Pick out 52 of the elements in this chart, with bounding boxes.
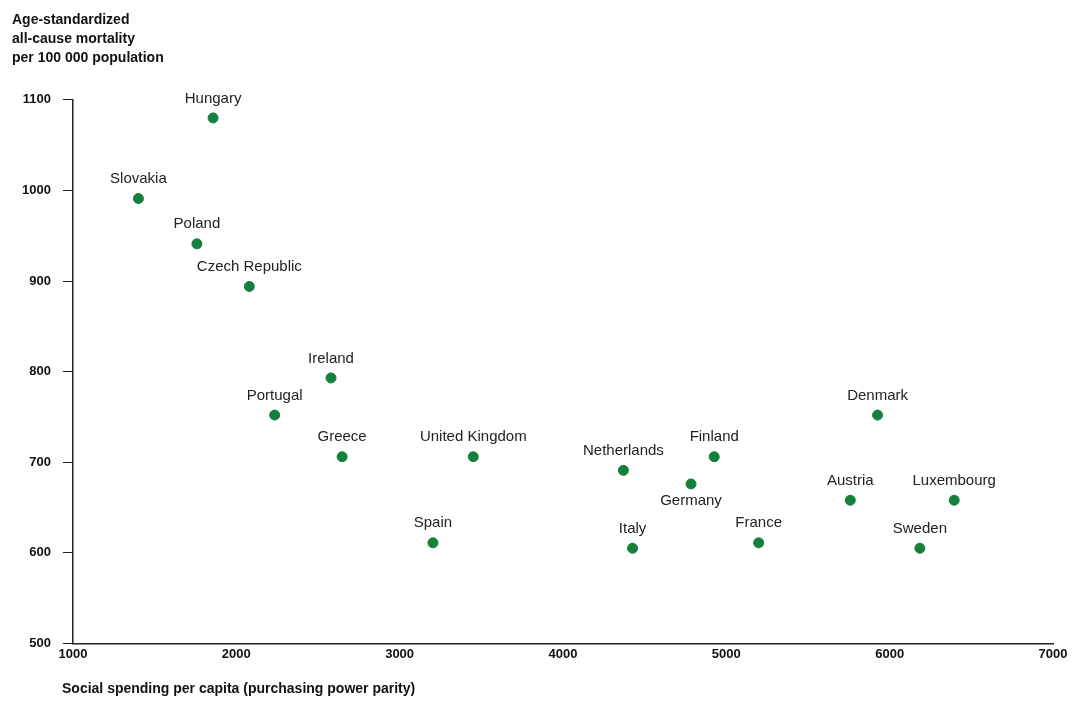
point bbox=[753, 537, 765, 549]
x-axis-title: Social spending per capita (purchasing power parity) bbox=[62, 680, 416, 696]
point bbox=[872, 409, 884, 421]
point bbox=[914, 542, 926, 554]
x-tick-label: 4000 bbox=[548, 645, 578, 661]
annotation: Czech Republic bbox=[196, 257, 303, 275]
point bbox=[427, 537, 439, 549]
annotation: Sweden bbox=[892, 518, 947, 536]
point bbox=[191, 238, 203, 250]
annotation: Poland bbox=[173, 214, 221, 232]
x-tick-label: 6000 bbox=[875, 645, 905, 661]
annotation: United Kingdom bbox=[419, 427, 527, 445]
y-tick-label: 1100 bbox=[22, 91, 51, 107]
y-tick-label: 600 bbox=[29, 544, 51, 560]
x-tick-label: 2000 bbox=[221, 645, 251, 661]
annotation: Portugal bbox=[246, 385, 303, 403]
annotation: France bbox=[735, 513, 782, 531]
annotation: Finland bbox=[689, 427, 739, 445]
y-tick-label: 900 bbox=[29, 272, 51, 288]
point bbox=[132, 193, 144, 205]
x-tick-label: 3000 bbox=[385, 645, 415, 661]
annotation: Spain bbox=[413, 513, 453, 531]
annotation: Germany bbox=[660, 490, 723, 508]
point bbox=[207, 112, 219, 124]
annotation: Austria bbox=[826, 470, 875, 488]
y-tick-label: 700 bbox=[29, 453, 51, 469]
x-tick-label: 1000 bbox=[58, 645, 88, 661]
point bbox=[243, 280, 255, 292]
point bbox=[708, 451, 720, 463]
annotation: Hungary bbox=[184, 88, 242, 106]
point bbox=[325, 372, 337, 384]
annotation: Slovakia bbox=[110, 169, 168, 187]
point bbox=[467, 451, 479, 463]
annotation: Ireland bbox=[308, 348, 354, 366]
y-tick-label: 500 bbox=[29, 634, 51, 650]
annotation: Luxembourg bbox=[912, 470, 996, 488]
point bbox=[336, 451, 348, 463]
annotation: Denmark bbox=[847, 385, 909, 403]
point bbox=[269, 409, 281, 421]
annotation: Netherlands bbox=[582, 440, 664, 458]
y-axis-title: Age-standardized all-cause mortality per 100 000 population bbox=[12, 10, 164, 67]
y-tick-label: 800 bbox=[29, 363, 51, 379]
x-tick-label: 5000 bbox=[711, 645, 741, 661]
point bbox=[627, 542, 639, 554]
y-tick-label: 1000 bbox=[22, 181, 51, 197]
annotation: Greece bbox=[317, 427, 367, 445]
point bbox=[685, 478, 697, 490]
point bbox=[948, 494, 960, 506]
point bbox=[617, 464, 629, 476]
x-tick-label: 7000 bbox=[1038, 645, 1068, 661]
point bbox=[844, 494, 856, 506]
annotation: Italy bbox=[618, 518, 647, 536]
